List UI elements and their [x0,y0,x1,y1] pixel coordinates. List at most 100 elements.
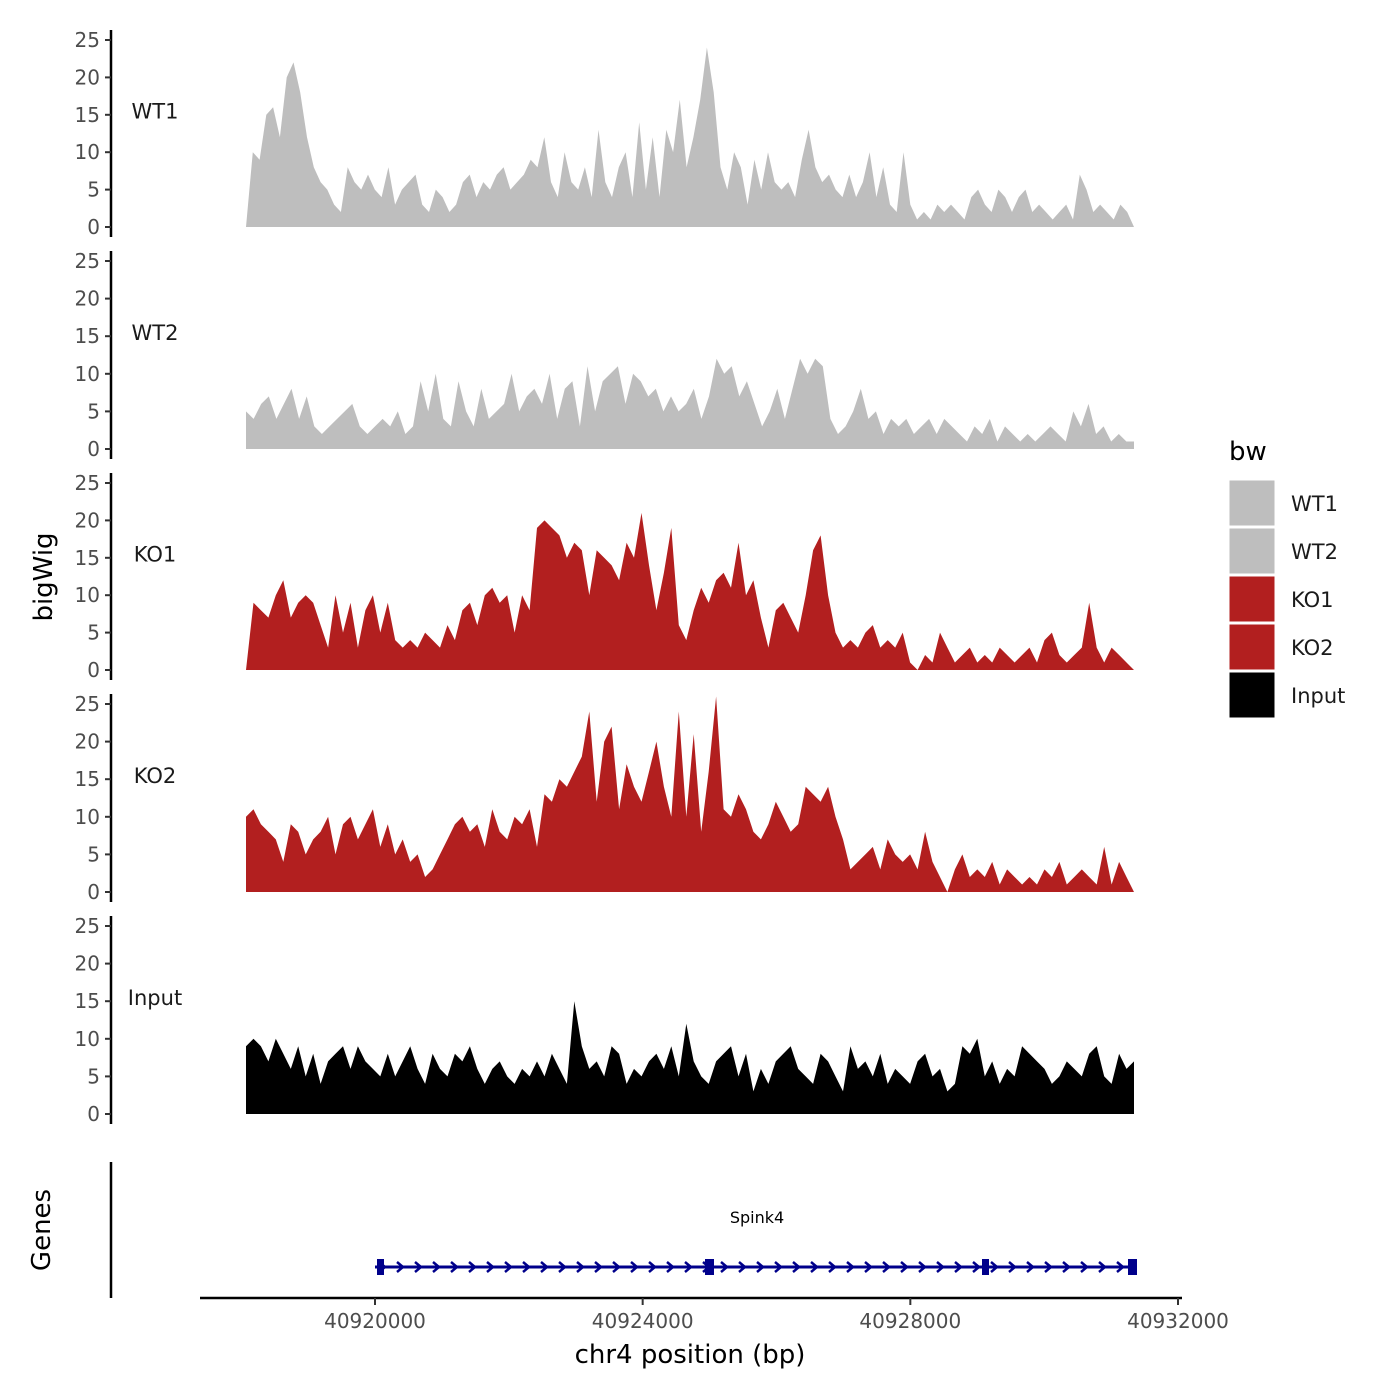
y-tick-label: 15 [75,546,100,570]
strand-arrow [612,1261,621,1273]
strand-arrow [450,1261,459,1273]
y-tick-label: 10 [75,583,100,607]
y-tick-label: 20 [75,65,100,89]
y-tick-label: 5 [87,621,100,645]
strand-arrow [990,1261,999,1273]
strand-arrow [576,1261,585,1273]
y-tick-label: 5 [87,842,100,866]
strand-arrow [936,1261,945,1273]
y-tick-label: 15 [75,767,100,791]
y-tick-label: 25 [75,249,100,273]
legend-item-ko2: KO2 [1228,623,1334,671]
y-tick-label: 0 [87,658,100,682]
strand-arrow [630,1261,639,1273]
y-tick-label: 25 [75,692,100,716]
strand-arrow [1026,1261,1035,1273]
legend-swatch [1228,575,1276,623]
legend-label: WT2 [1291,540,1338,564]
area-input [246,1001,1134,1114]
y-tick-label: 0 [87,1102,100,1126]
area-ko1 [246,512,1134,670]
y-tick-label: 0 [87,880,100,904]
y-tick-label: 5 [87,178,100,202]
strand-arrow [1098,1261,1107,1273]
strand-arrow [558,1261,567,1273]
strand-arrow [594,1261,603,1273]
strand-arrow [648,1261,657,1273]
gene-models: Spink4 [375,1208,1137,1275]
strand-arrow [846,1261,855,1273]
strand-arrow [756,1261,765,1273]
legend-items: WT1 WT2 KO1 KO2 Input [1228,479,1345,719]
y-tick-label: 20 [75,730,100,754]
y-tick-label: 5 [87,1064,100,1088]
track-label-ko1: KO1 [134,543,177,567]
legend-swatch [1228,671,1276,719]
strand-arrow [900,1261,909,1273]
y-tick-label: 10 [75,140,100,164]
strand-arrow [432,1261,441,1273]
area-wt2 [246,358,1134,449]
track-label-ko2: KO2 [134,764,177,788]
strand-arrow [918,1261,927,1273]
strand-arrow [540,1261,549,1273]
strand-arrow [468,1261,477,1273]
legend-swatch [1228,527,1276,575]
legend-label: WT1 [1291,492,1338,516]
y-tick-label: 20 [75,952,100,976]
area-ko2 [246,696,1134,892]
legend-item-wt1: WT1 [1228,479,1338,527]
strand-arrow [972,1261,981,1273]
track-wt2: 0 5 10 15 20 25 WT2 [75,249,1134,461]
legend-swatch [1228,479,1276,527]
x-tick-label: 40928000 [859,1309,961,1333]
legend-label: KO2 [1291,636,1334,660]
legend-item-ko1: KO1 [1228,575,1334,623]
strand-arrow [684,1261,693,1273]
track-ko1: 0 5 10 15 20 25 KO1 [75,471,1134,682]
y-tick-label: 10 [75,362,100,386]
y-tick-label: 15 [75,989,100,1013]
x-tick-label: 40924000 [592,1309,694,1333]
strand-arrow [882,1261,891,1273]
strand-arrow [810,1261,819,1273]
track-label-wt1: WT1 [132,100,179,124]
exon-block [1128,1259,1137,1275]
y-tick-label: 20 [75,287,100,311]
y-tick-label: 15 [75,324,100,348]
strand-arrow [864,1261,873,1273]
gene-label: Spink4 [730,1208,784,1227]
y-tick-label: 10 [75,805,100,829]
y-tick-label: 25 [75,471,100,495]
strand-arrow [666,1261,675,1273]
strand-arrow [1116,1261,1125,1273]
legend-label: Input [1291,684,1345,708]
strand-arrow [774,1261,783,1273]
strand-arrow [1062,1261,1071,1273]
y-tick-label: 10 [75,1027,100,1051]
genes-axis-title: Genes [27,1189,57,1271]
y-tick-label: 5 [87,399,100,423]
y-axis-title: bigWig [29,532,59,621]
legend-title: bw [1229,437,1267,467]
strand-arrow [522,1261,531,1273]
strand-arrow [1008,1261,1017,1273]
legend: bw WT1 WT2 KO1 KO2 Input [1228,437,1345,719]
strand-arrow [720,1261,729,1273]
x-axis-title: chr4 position (bp) [575,1340,806,1370]
gene-spink4: Spink4 [375,1208,1137,1275]
strand-arrow [486,1261,495,1273]
genes-panel: Genes Spink4 40920000 40924000 40928000 409… [27,1162,1229,1370]
exon-block [982,1259,989,1275]
strand-arrow [828,1261,837,1273]
strand-arrow [396,1261,405,1273]
legend-item-wt2: WT2 [1228,527,1338,575]
track-label-input: Input [128,986,182,1010]
track-wt1: 0 5 10 15 20 25 WT1 [75,28,1134,239]
y-tick-label: 0 [87,215,100,239]
x-axis-ticks: 40920000 40924000 40928000 40932000 [324,1298,1229,1333]
y-tick-label: 20 [75,508,100,532]
track-input: 0 5 10 15 20 25 Input [75,914,1134,1126]
y-tick-label: 15 [75,103,100,127]
legend-swatch [1228,623,1276,671]
